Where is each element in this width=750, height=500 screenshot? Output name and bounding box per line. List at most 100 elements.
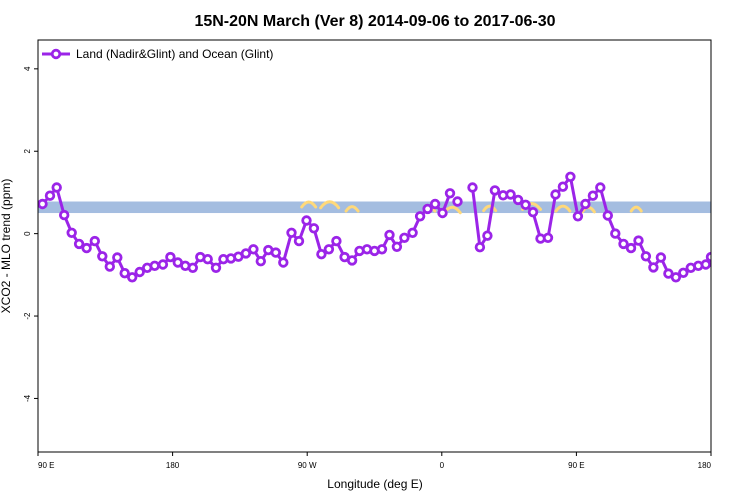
data-point [58,209,70,221]
x-tick-label: 0 [440,461,445,470]
data-point [527,206,539,218]
data-point [602,210,613,221]
data-point [618,238,629,250]
data-point [278,257,289,268]
data-point [587,190,599,201]
data-point [165,251,176,263]
data-point [391,241,403,252]
series-layer [38,171,711,283]
data-point [81,242,92,254]
data-point [210,262,222,273]
data-point [331,235,342,247]
background-swirl [482,204,498,213]
y-axis-label: XCO2 - MLO trend (ppm) [0,179,13,314]
y-tick-label: 2 [23,148,32,153]
data-point [550,189,561,200]
legend-marker [50,48,62,60]
y-tick-label: 0 [23,231,32,236]
data-point [655,252,667,263]
background-swirl [319,200,341,210]
data-point [346,255,358,266]
y-tick-label: -2 [23,312,32,320]
data-point [376,244,388,255]
data-point [104,261,115,272]
data-point [38,198,48,210]
plot-frame [37,39,712,453]
data-point [316,248,327,260]
x-tick-label: 180 [698,461,712,470]
data-point [422,203,433,215]
data-point [580,198,591,210]
data-point [202,254,213,265]
data-point [542,232,554,243]
data-point [429,198,441,210]
data-point [73,238,85,250]
data-point [595,182,606,193]
data-point [705,251,711,263]
data-point [520,199,531,210]
background-swirl [554,204,572,213]
x-tick-label: 180 [166,461,180,470]
data-point [44,190,56,201]
data-point [187,262,198,273]
background-swirl [629,205,643,213]
y-axis: 4 2 0 -2 -4 [23,66,38,402]
background-swirl [300,200,318,209]
data-point [444,188,456,199]
y-tick-label: -4 [23,394,32,402]
data-point [610,228,621,239]
data-point [452,196,463,207]
data-point [437,207,448,219]
data-point [512,194,524,206]
data-point [678,267,689,278]
background-swirl [344,205,360,213]
data-point [255,256,266,267]
legend-label: Land (Nadir&Glint) and Ocean (Glint) [76,47,273,61]
data-point [240,248,252,259]
data-point [134,266,145,278]
data-point [112,252,123,263]
data-point [663,268,674,279]
data-point [640,251,652,262]
y-tick-label: 4 [23,66,32,71]
background-band [38,201,711,214]
legend: Land (Nadir&Glint) and Ocean (Glint) [42,47,273,61]
data-point [565,171,576,182]
data-point [474,241,486,253]
data-point [482,230,493,241]
data-point [66,227,77,238]
data-point [557,181,569,192]
data-point [648,262,659,273]
data-point [51,182,62,193]
data-point [270,247,281,258]
data-point [301,215,312,226]
data-point [248,244,259,255]
x-tick-label: 90 E [568,461,584,470]
x-axis: 90 E 180 90 W 0 90 E 180 [37,452,712,470]
x-axis-label: Longitude (deg E) [327,477,422,491]
data-point [399,232,410,243]
data-point [126,272,138,283]
data-point [149,260,160,271]
data-point [157,259,169,270]
data-point [489,185,501,196]
data-point [293,235,305,247]
x-tick-label: 90 E [38,461,54,470]
data-point [384,229,395,241]
data-point [286,227,297,238]
data-point [572,211,584,222]
data-point [633,235,644,246]
data-point [119,268,130,279]
x-tick-label: 90 W [298,461,317,470]
data-point [625,242,637,254]
data-point [414,211,426,222]
data-point [308,223,320,234]
data-point [323,244,335,255]
data-point [505,189,516,200]
data-point [407,227,418,238]
data-point [97,251,108,262]
data-point [467,182,478,193]
data-point [89,235,100,247]
chart-title: 15N-20N March (Ver 8) 2014-09-06 to 2017… [194,13,555,30]
